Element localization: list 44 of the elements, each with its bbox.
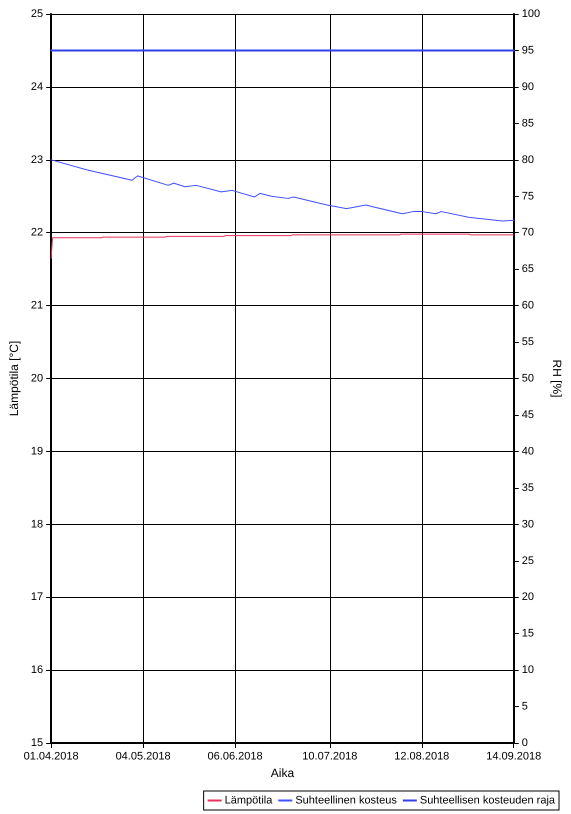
y2-tick-label: 55 [522, 336, 534, 348]
y2-tick-label: 25 [522, 554, 534, 567]
y2-tick-label: 75 [522, 190, 534, 202]
y-tick-label: 25 [30, 8, 44, 20]
y2-tick-label: 90 [522, 80, 534, 93]
y2-tick-label: 35 [522, 482, 534, 494]
y-tick-label: 21 [30, 300, 44, 312]
y-tick-label: 15 [30, 737, 44, 749]
y-tick-label: 19 [30, 445, 44, 458]
y2-tick-label: 45 [522, 408, 534, 421]
y2-tick-label: 100 [522, 8, 540, 20]
y2-tick-label: 85 [522, 117, 534, 130]
y2-tick-label: 70 [522, 226, 534, 239]
x-tick-label: 01.04.2018 [24, 750, 79, 762]
y2-tick-label: 65 [522, 263, 534, 276]
y-tick-label: 20 [30, 372, 44, 384]
y-tick-label: 23 [30, 154, 44, 166]
legend-label: Lämpötila [224, 794, 274, 806]
y-tick-label: 17 [30, 591, 44, 604]
x-tick-label: 04.05.2018 [116, 750, 171, 762]
y-tick-label: 22 [30, 226, 44, 239]
legend-label: Suhteellisen kosteuden raja [420, 794, 556, 806]
y2-tick-label: 5 [522, 700, 528, 713]
x-tick-label: 12.08.2018 [394, 750, 450, 762]
y2-axis-title: RH [%] [550, 359, 564, 398]
y2-tick-label: 20 [522, 591, 534, 604]
y2-tick-label: 0 [522, 737, 528, 749]
y2-tick-label: 80 [522, 154, 534, 166]
y2-tick-label: 30 [522, 518, 534, 530]
y-axis-title: Lämpötila [°C] [7, 340, 21, 416]
x-tick-label: 06.06.2018 [208, 750, 263, 762]
y2-tick-label: 10 [522, 664, 534, 676]
x-tick-label: 10.07.2018 [302, 750, 358, 762]
x-tick-label: 14.09.2018 [486, 750, 542, 762]
x-axis-title: Aika [270, 766, 294, 780]
y2-tick-label: 40 [522, 445, 534, 458]
legend-label: Suhteellinen kosteus [295, 794, 398, 806]
y-tick-label: 16 [30, 664, 44, 676]
y2-tick-label: 50 [522, 372, 534, 384]
y-tick-label: 24 [30, 80, 44, 93]
y-tick-label: 18 [30, 518, 44, 530]
y2-tick-label: 60 [522, 300, 534, 312]
y2-tick-label: 15 [522, 628, 534, 640]
y2-tick-label: 95 [522, 44, 534, 56]
